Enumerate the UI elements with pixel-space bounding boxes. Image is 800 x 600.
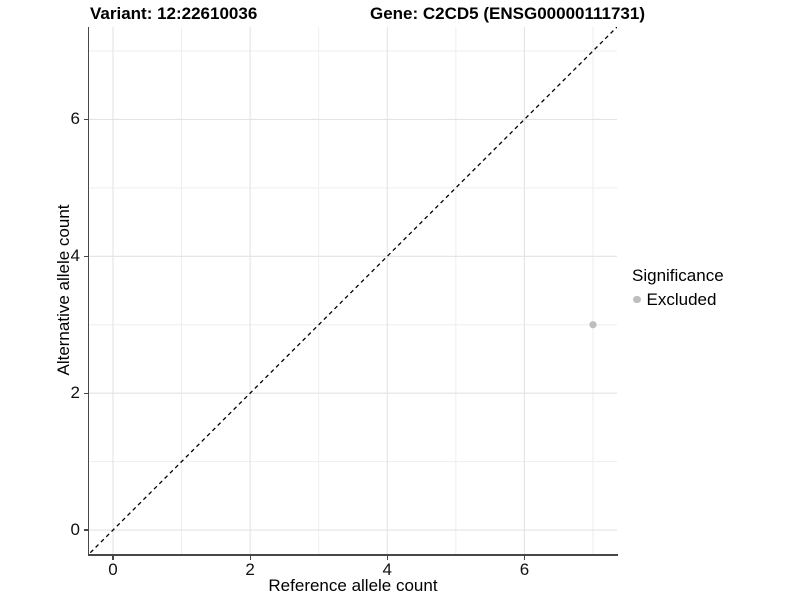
y-axis-title: Alternative allele count xyxy=(54,204,73,376)
y-tick-label: 0 xyxy=(70,520,80,540)
x-axis-tick xyxy=(112,555,114,561)
data-point-excluded xyxy=(589,321,597,329)
x-tick-label: 6 xyxy=(519,560,530,579)
identity-reference-line xyxy=(89,27,617,554)
x-axis-tick xyxy=(386,555,388,561)
x-tick-label: 4 xyxy=(382,560,393,579)
plot-area-svg xyxy=(89,27,617,554)
legend-point-swatch xyxy=(633,295,641,304)
x-axis-line xyxy=(87,554,618,556)
plot-title-variant: Variant: 12:22610036 xyxy=(90,4,258,23)
plot-title-gene: Gene: C2CD5 (ENSG00000111731) xyxy=(370,4,645,23)
y-tick-label: 4 xyxy=(70,246,80,266)
x-axis-tick xyxy=(249,555,251,561)
x-axis-tick xyxy=(523,555,526,561)
x-tick-label: 2 xyxy=(245,560,255,579)
y-axis-line xyxy=(87,27,90,556)
legend-entry-label: Excluded xyxy=(646,290,717,309)
y-axis-tick xyxy=(83,255,88,257)
legend: Significance Excluded xyxy=(632,266,724,309)
x-axis-title: Reference allele count xyxy=(268,576,438,595)
y-tick-label: 6 xyxy=(70,109,80,129)
y-tick-label: 2 xyxy=(70,383,80,403)
legend-entry-excluded: Excluded xyxy=(632,290,724,309)
y-axis-tick xyxy=(83,118,88,120)
plot-panel xyxy=(89,27,617,554)
y-axis-tick xyxy=(83,529,88,531)
legend-title: Significance xyxy=(632,266,724,285)
y-axis-tick xyxy=(83,392,88,394)
x-tick-label: 0 xyxy=(108,560,118,579)
